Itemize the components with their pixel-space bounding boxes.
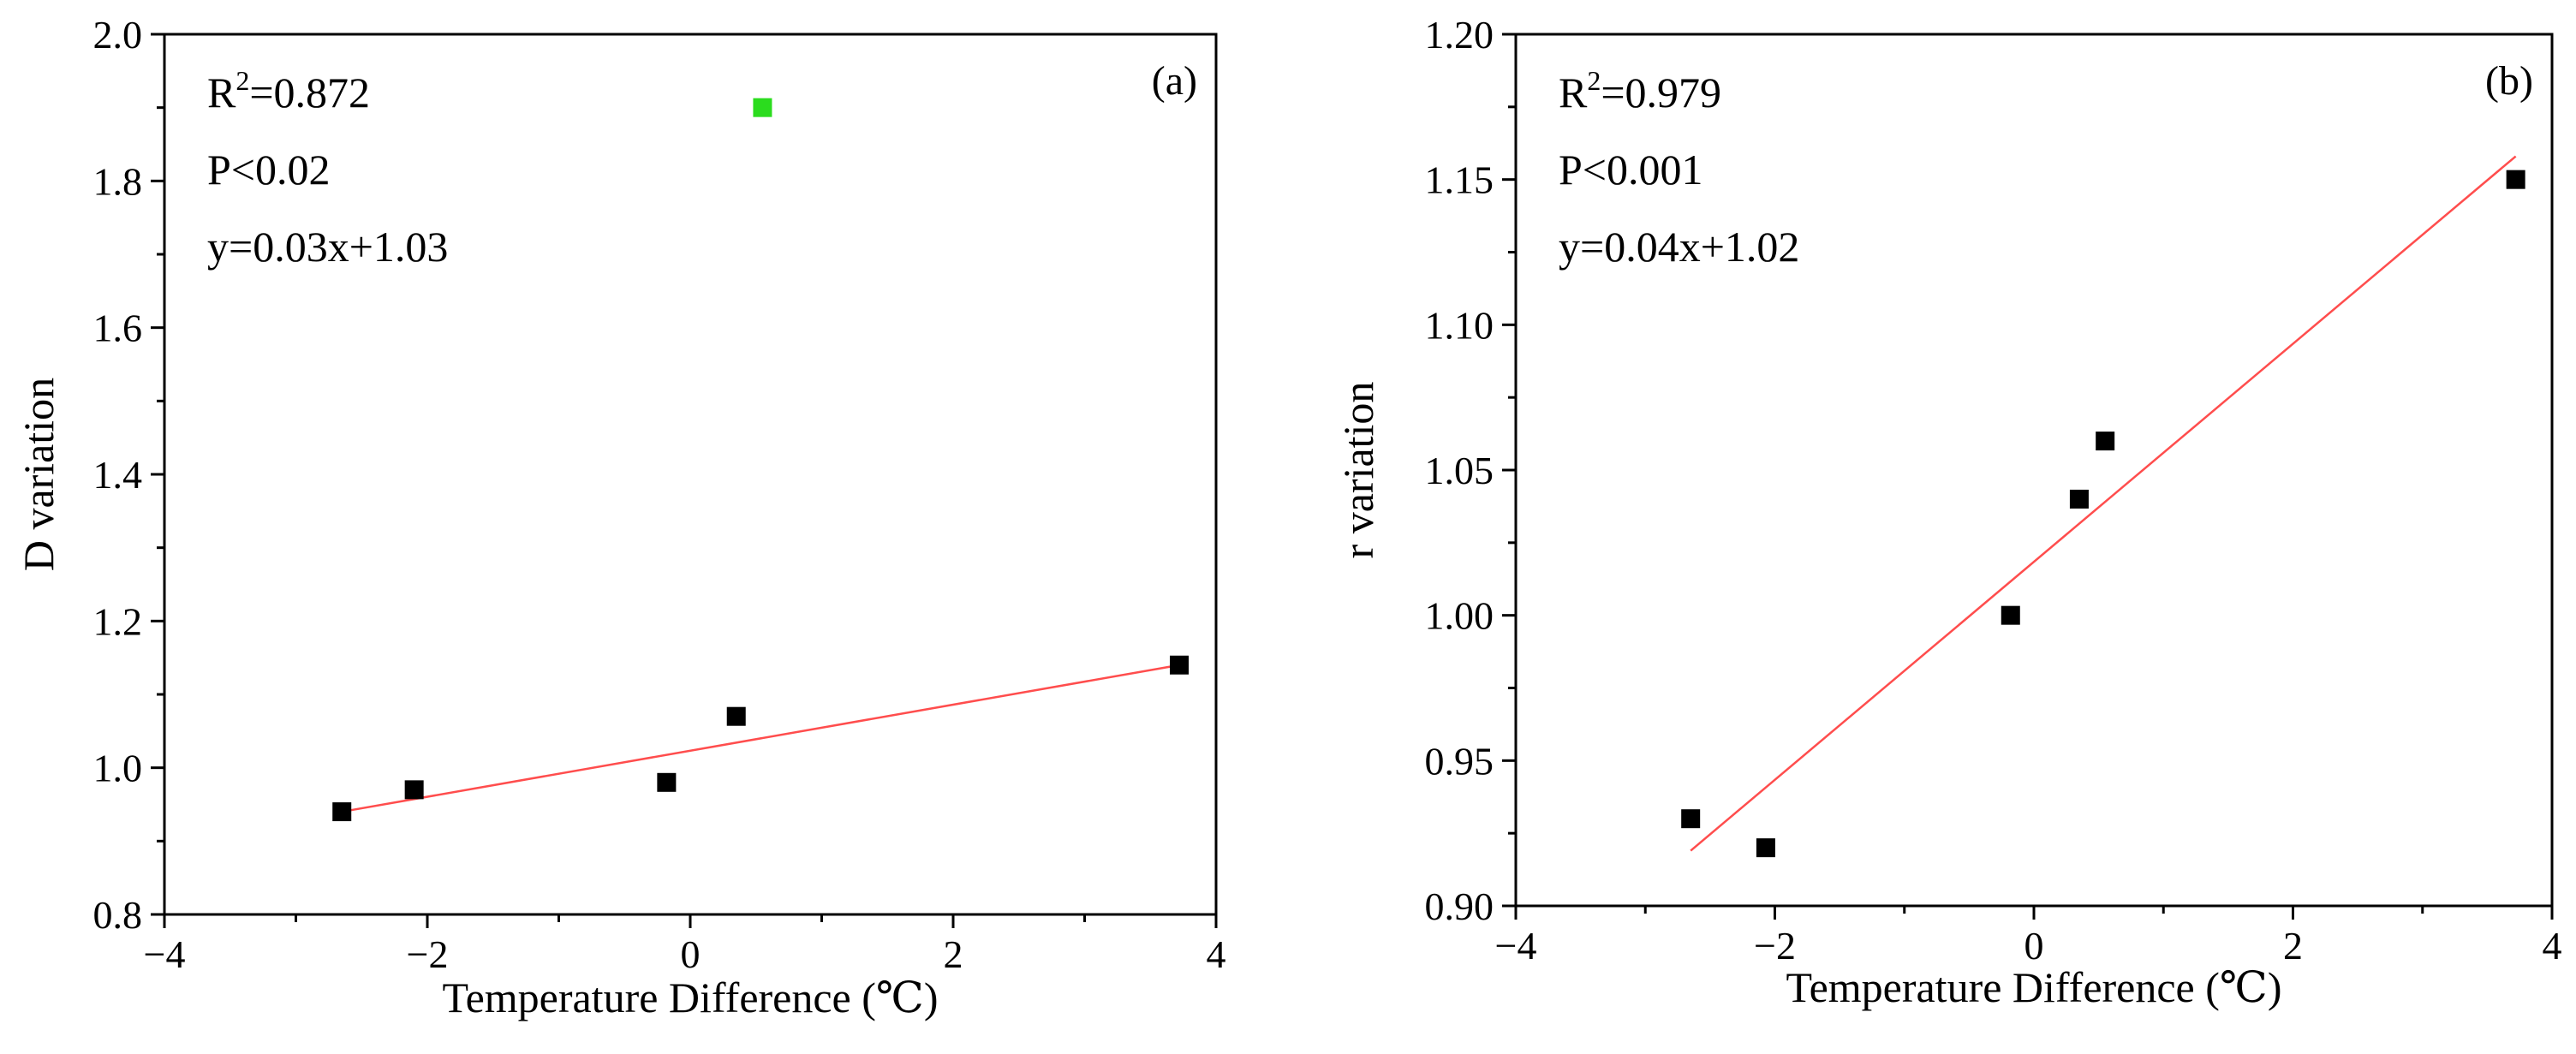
x-tick-label: −4 — [144, 932, 186, 976]
regression-equation: y=0.03x+1.03 — [207, 223, 448, 271]
y-tick-label: 1.00 — [1425, 594, 1494, 638]
y-tick-label: 0.95 — [1425, 739, 1494, 783]
p-value-annotation: P<0.02 — [207, 146, 331, 194]
fit-line — [1690, 155, 2517, 852]
x-tick-label: 4 — [2543, 924, 2562, 968]
y-tick-label: 1.8 — [93, 159, 143, 203]
y-tick-label: 0.90 — [1425, 884, 1494, 928]
y-tick-label: 1.15 — [1425, 158, 1494, 202]
data-point — [1681, 809, 1701, 829]
y-tick-label: 1.10 — [1425, 303, 1494, 347]
y-tick-label: 0.8 — [93, 893, 143, 937]
x-tick-label: −4 — [1495, 924, 1537, 968]
x-tick-label: −2 — [407, 932, 449, 976]
x-tick-label: 0 — [2024, 924, 2044, 968]
x-tick-label: −2 — [1754, 924, 1796, 968]
x-axis-title: Temperature Difference (℃) — [443, 974, 939, 1021]
x-axis-title: Temperature Difference (℃) — [1786, 963, 2282, 1011]
green-marker — [753, 98, 772, 117]
y-axis-title: D variation — [15, 378, 63, 571]
x-tick-label: 2 — [2283, 924, 2303, 968]
data-point — [726, 706, 746, 726]
data-point — [2506, 170, 2525, 189]
panel-label: (a) — [1152, 58, 1197, 104]
data-point — [2069, 489, 2089, 509]
x-tick-label: 2 — [944, 932, 963, 976]
r-squared-annotation: R2=0.872 — [207, 65, 370, 116]
data-point — [657, 772, 677, 792]
p-value-annotation: P<0.001 — [1559, 146, 1703, 194]
y-tick-label: 2.0 — [93, 13, 143, 57]
data-point — [1756, 838, 1775, 858]
y-tick-label: 1.4 — [93, 453, 143, 497]
y-tick-label: 1.0 — [93, 747, 143, 790]
data-point — [1170, 655, 1190, 675]
x-tick-label: 0 — [681, 932, 701, 976]
data-point — [404, 780, 424, 800]
data-point — [2096, 432, 2115, 451]
y-tick-label: 1.20 — [1425, 13, 1494, 57]
y-tick-label: 1.05 — [1425, 449, 1494, 492]
y-axis-title: r variation — [1334, 382, 1382, 559]
x-tick-label: 4 — [1207, 932, 1226, 976]
regression-equation: y=0.04x+1.02 — [1559, 223, 1799, 271]
data-point — [2001, 605, 2020, 625]
y-tick-label: 1.6 — [93, 307, 143, 350]
fit-line — [342, 664, 1180, 813]
r-squared-annotation: R2=0.979 — [1559, 65, 1721, 116]
data-point — [332, 802, 352, 822]
y-tick-label: 1.2 — [93, 599, 143, 643]
panel-a: −4 −2 0 2 4 0.8 1.0 1.2 1.4 1.6 1.8 2.0 Temperature … — [15, 13, 1226, 1021]
panel-b: −4 −2 0 2 4 0.90 0.95 1.00 1.05 1.10 1.15 1.20 Tempe… — [1334, 13, 2562, 1011]
panel-label: (b) — [2485, 58, 2533, 104]
